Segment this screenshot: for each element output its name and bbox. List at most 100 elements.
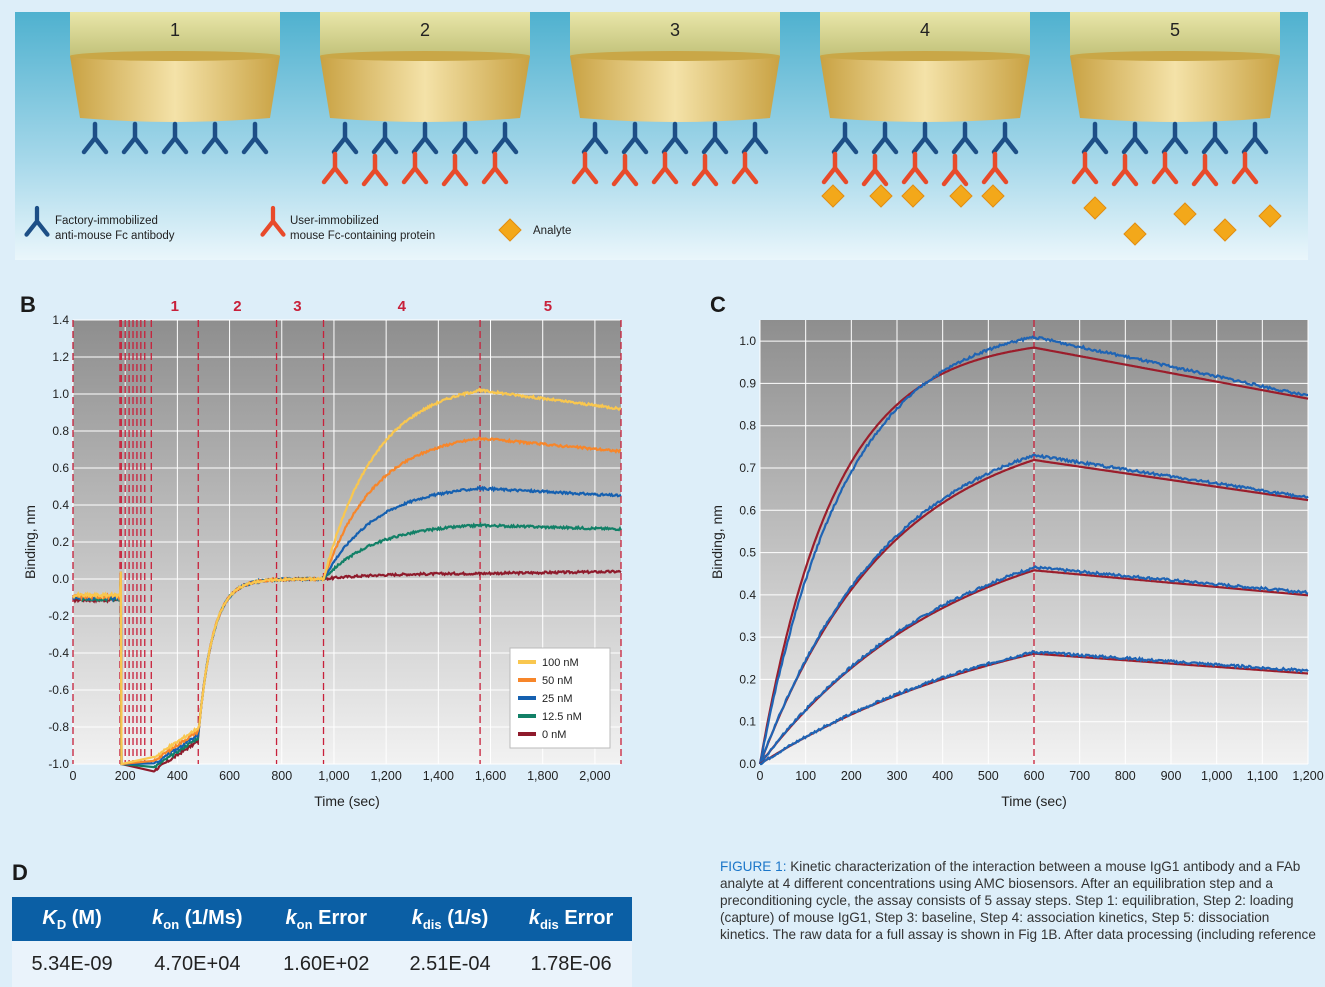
factory-antibody-icon (1121, 121, 1149, 155)
factory-antibody-icon (451, 121, 479, 155)
cell-kdis-error: 1.78E-06 (510, 941, 632, 987)
user-protein-icon (651, 151, 679, 185)
analyte-icon (821, 184, 845, 208)
y-tick-label: -0.6 (48, 683, 69, 697)
x-tick-label: 400 (932, 769, 953, 783)
y-tick-label: 0.9 (739, 376, 756, 390)
user-protein-icon (441, 153, 469, 187)
legend-user-label-line2: mouse Fc-containing protein (290, 230, 435, 242)
y-tick-label: 0.2 (739, 672, 756, 686)
series-line (72, 521, 622, 769)
series-lines (72, 387, 622, 773)
factory-antibody-icon (371, 121, 399, 155)
analyte-icon (1258, 204, 1282, 228)
user-protein-icon (981, 151, 1009, 185)
sensor-step-2: 2 (320, 12, 530, 187)
sensor-step-5: 5 (1070, 12, 1282, 246)
x-tick-label: 200 (841, 769, 862, 783)
x-axis-label: Time (sec) (314, 793, 380, 809)
y-tick-label: 0.0 (52, 572, 69, 586)
factory-antibody-icon (81, 121, 109, 155)
step-number: 3 (670, 20, 680, 40)
header-kon: kon (1/Ms) (132, 897, 263, 941)
factory-antibody-icon (1161, 121, 1189, 155)
legend-factory-label-line1: Factory-immobilized (55, 215, 158, 227)
y-tick-label: -0.4 (48, 646, 69, 660)
legend-entry: 0 nM (542, 729, 566, 741)
analyte-icon (1173, 202, 1197, 226)
user-protein-icon (1191, 153, 1219, 187)
x-tick-label: 500 (978, 769, 999, 783)
tick-labels: 0 100 200 300 400 500 600 700 800 900 1,000 1,100 1,… (739, 334, 1323, 783)
step-number: 5 (1170, 20, 1180, 40)
y-axis-label: Binding, nm (709, 505, 725, 579)
fit-line (758, 458, 1309, 765)
step-label: 2 (233, 298, 241, 315)
y-tick-label: 0.2 (52, 535, 69, 549)
series-line (72, 436, 622, 766)
analyte-legend-icon (498, 218, 522, 242)
analyte-icon (1083, 196, 1107, 220)
x-tick-label: 700 (1069, 769, 1090, 783)
legend: 100 nM 50 nM 25 nM 12.5 nM 0 nM (509, 647, 611, 749)
analyte-icon (1213, 218, 1237, 242)
y-tick-label: 0.5 (739, 546, 756, 560)
raw-data-line (758, 335, 1308, 765)
x-tick-label: 1,000 (1201, 769, 1232, 783)
user-protein-icon (1071, 151, 1099, 185)
raw-data-line (760, 649, 1309, 766)
header-kdis-error: kdis Error (510, 897, 632, 941)
analyte-icon (901, 184, 925, 208)
user-protein-icon (821, 151, 849, 185)
x-tick-label: 400 (167, 769, 188, 783)
user-protein-icon (1111, 153, 1139, 187)
x-tick-label: 1,000 (318, 769, 349, 783)
user-protein-icon (321, 151, 349, 185)
factory-antibody-icon (241, 121, 269, 155)
figure-caption: FIGURE 1: Kinetic characterization of th… (720, 858, 1318, 943)
factory-antibody-icon (1081, 121, 1109, 155)
table-row: 5.34E-09 4.70E+04 1.60E+02 2.51E-04 1.78… (12, 941, 632, 987)
y-tick-label: 0.6 (52, 461, 69, 475)
factory-antibody-icon (1201, 121, 1229, 155)
factory-antibody-icon (911, 121, 939, 155)
raw-data-line (759, 565, 1309, 765)
factory-antibody-icon (951, 121, 979, 155)
caption-figure-label: FIGURE 1: (720, 859, 787, 874)
y-tick-label: 0.7 (739, 461, 756, 475)
table-header-row: KD (M) kon (1/Ms) kon Error kdis (1/s) k… (12, 897, 632, 941)
x-tick-label: 1,800 (527, 769, 558, 783)
x-tick-label: 100 (795, 769, 816, 783)
analyte-icon (981, 184, 1005, 208)
y-tick-label: -1.0 (48, 757, 69, 771)
series-line (72, 484, 622, 766)
series-lines (758, 335, 1309, 766)
y-tick-label: 1.2 (52, 350, 69, 364)
y-tick-label: 0.8 (52, 424, 69, 438)
legend-entry: 100 nM (542, 657, 579, 669)
y-axis-label: Binding, nm (22, 505, 38, 579)
raw-data-line (759, 453, 1309, 765)
series-line (72, 387, 622, 766)
chart-c: 0 100 200 300 400 500 600 700 800 900 1,000 1,100 1,… (709, 320, 1324, 809)
header-kd: KD (M) (12, 897, 133, 941)
x-axis-label: Time (sec) (1001, 793, 1067, 809)
y-tick-label: 1.4 (52, 313, 69, 327)
x-tick-label: 1,600 (475, 769, 506, 783)
fit-line (758, 346, 1309, 765)
panel-d-letter: D (12, 860, 28, 885)
factory-antibody-icon (871, 121, 899, 155)
caption-text: Kinetic characterization of the interact… (720, 859, 1316, 942)
analyte-icon (949, 184, 973, 208)
x-tick-label: 300 (887, 769, 908, 783)
user-protein-icon (361, 153, 389, 187)
header-kdis: kdis (1/s) (389, 897, 511, 941)
sensor-step-4: 4 (820, 12, 1030, 208)
x-tick-label: 1,200 (371, 769, 402, 783)
x-tick-label: 800 (1115, 769, 1136, 783)
cell-kon: 4.70E+04 (132, 941, 263, 987)
x-tick-label: 1,200 (1292, 769, 1323, 783)
panel-a-diagram: 1 2 3 4 5 Factory-immobilized anti-mouse Fc a… (15, 12, 1308, 260)
legend-entry: 50 nM (542, 675, 573, 687)
user-protein-icon (941, 153, 969, 187)
